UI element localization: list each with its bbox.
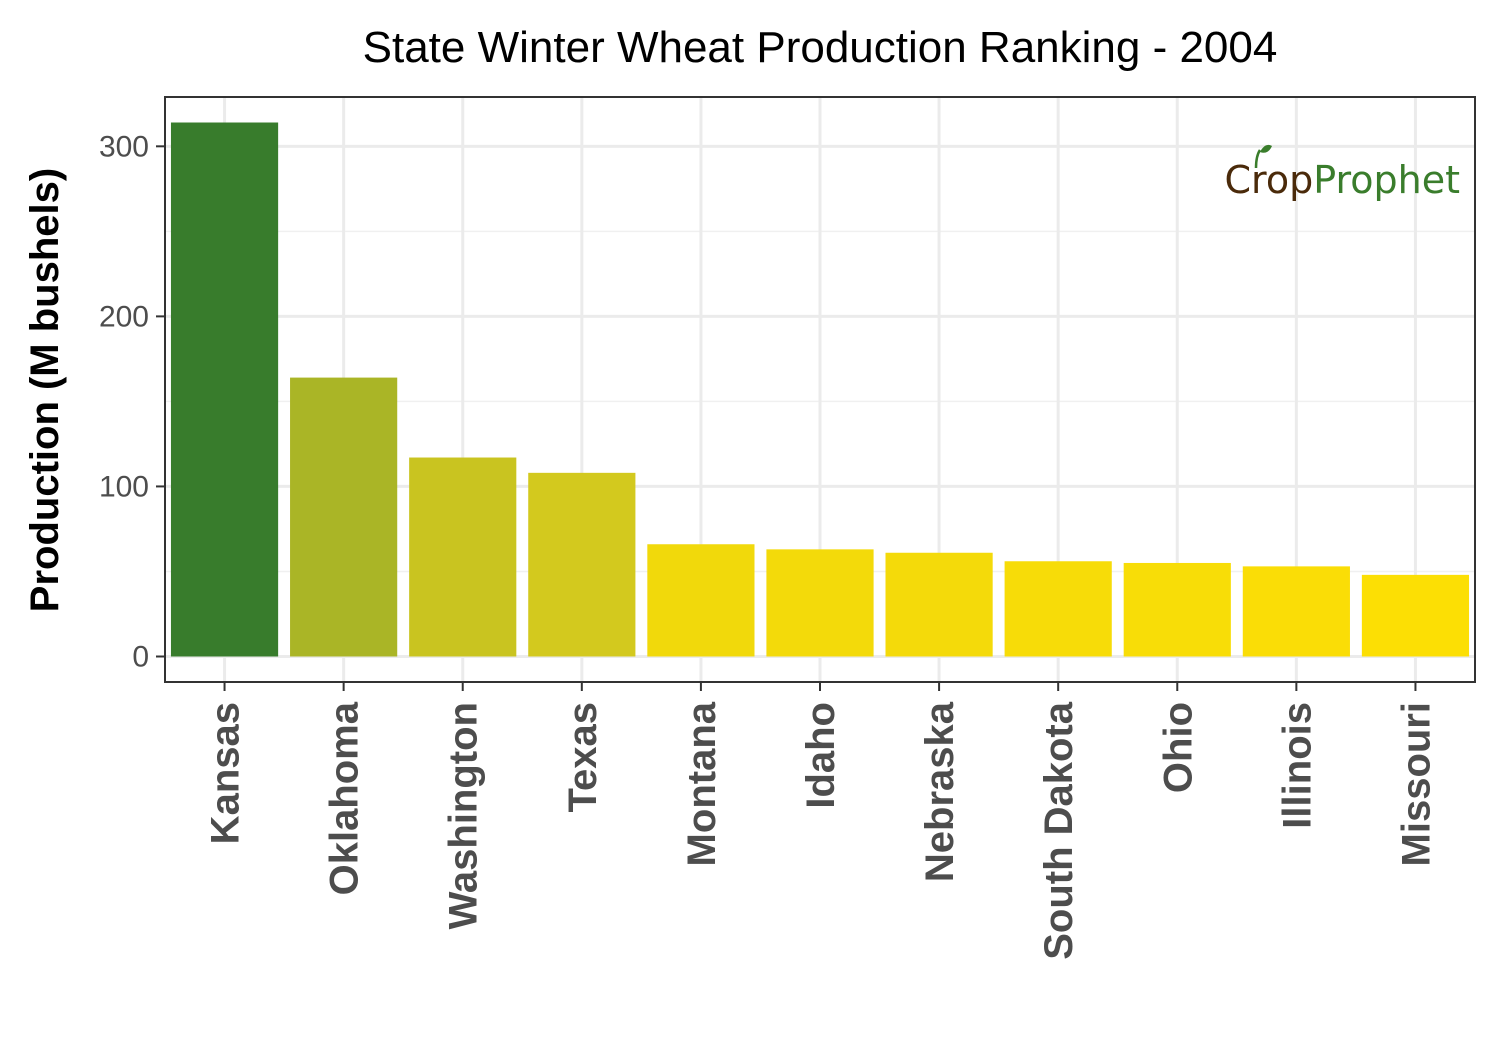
bar-nebraska bbox=[885, 552, 993, 657]
y-tick-label: 200 bbox=[99, 300, 149, 333]
y-axis: 0 100 200 300 bbox=[99, 130, 165, 673]
bar-illinois bbox=[1242, 566, 1350, 657]
bar-south-dakota bbox=[1004, 561, 1112, 657]
logo-text-crop: Crop bbox=[1225, 158, 1314, 202]
chart-title: State Winter Wheat Production Ranking - … bbox=[363, 23, 1278, 72]
x-tick-label: Oklahoma bbox=[323, 701, 367, 895]
bar-montana bbox=[647, 544, 755, 657]
logo-text-prophet: Prophet bbox=[1313, 158, 1460, 202]
cropprophet-logo: CropProphet bbox=[1225, 144, 1460, 202]
bar-kansas bbox=[170, 122, 279, 657]
bar-texas bbox=[528, 472, 636, 657]
y-axis-label: Production (M bushels) bbox=[23, 168, 67, 612]
x-tick-label: Illinois bbox=[1275, 702, 1319, 829]
x-tick-label: Texas bbox=[561, 702, 605, 812]
x-tick-label: Missouri bbox=[1394, 702, 1438, 866]
bar-idaho bbox=[766, 549, 874, 657]
bar-oklahoma bbox=[290, 377, 398, 657]
x-tick-label: Washington bbox=[442, 702, 486, 929]
x-tick-label: Ohio bbox=[1156, 702, 1200, 793]
x-tick-label: South Dakota bbox=[1037, 701, 1081, 960]
bars bbox=[170, 122, 1470, 657]
bar-washington bbox=[409, 457, 517, 657]
x-tick-label: Kansas bbox=[204, 702, 248, 844]
x-tick-label: Nebraska bbox=[918, 701, 962, 882]
x-tick-label: Idaho bbox=[799, 702, 843, 809]
svg-text:CropProphet: CropProphet bbox=[1225, 158, 1460, 202]
y-tick-label: 0 bbox=[132, 640, 149, 673]
x-axis: Kansas Oklahoma Washington Texas Montana Idah… bbox=[204, 682, 1438, 960]
bar-missouri bbox=[1361, 574, 1470, 657]
plot-area bbox=[164, 96, 1476, 683]
bar-ohio bbox=[1123, 562, 1231, 657]
y-tick-label: 300 bbox=[99, 130, 149, 163]
y-tick-label: 100 bbox=[99, 470, 149, 503]
sprout-icon bbox=[1254, 144, 1272, 169]
x-tick-label: Montana bbox=[680, 701, 724, 866]
